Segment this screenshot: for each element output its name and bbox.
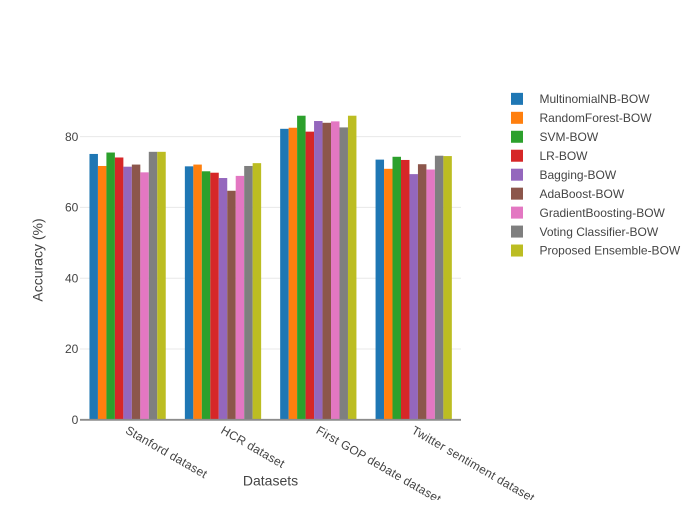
svg-text:Voting Classifier-BOW: Voting Classifier-BOW [540, 225, 659, 239]
svg-text:60: 60 [65, 201, 79, 215]
svg-text:LR-BOW: LR-BOW [540, 149, 589, 163]
svg-text:Proposed Ensemble-BOW: Proposed Ensemble-BOW [540, 244, 681, 258]
svg-text:SVM-BOW: SVM-BOW [540, 130, 599, 144]
svg-text:GradientBoosting-BOW: GradientBoosting-BOW [540, 206, 666, 220]
svg-text:0: 0 [72, 413, 79, 427]
svg-text:Accuracy (%): Accuracy (%) [30, 218, 46, 301]
svg-text:AdaBoost-BOW: AdaBoost-BOW [540, 187, 625, 201]
svg-text:Datasets: Datasets [243, 473, 298, 489]
svg-text:20: 20 [65, 342, 79, 356]
svg-text:80: 80 [65, 130, 79, 144]
svg-text:Bagging-BOW: Bagging-BOW [540, 168, 617, 182]
svg-text:40: 40 [65, 271, 79, 285]
svg-text:MultinomialNB-BOW: MultinomialNB-BOW [540, 92, 651, 106]
svg-text:RandomForest-BOW: RandomForest-BOW [540, 111, 653, 125]
